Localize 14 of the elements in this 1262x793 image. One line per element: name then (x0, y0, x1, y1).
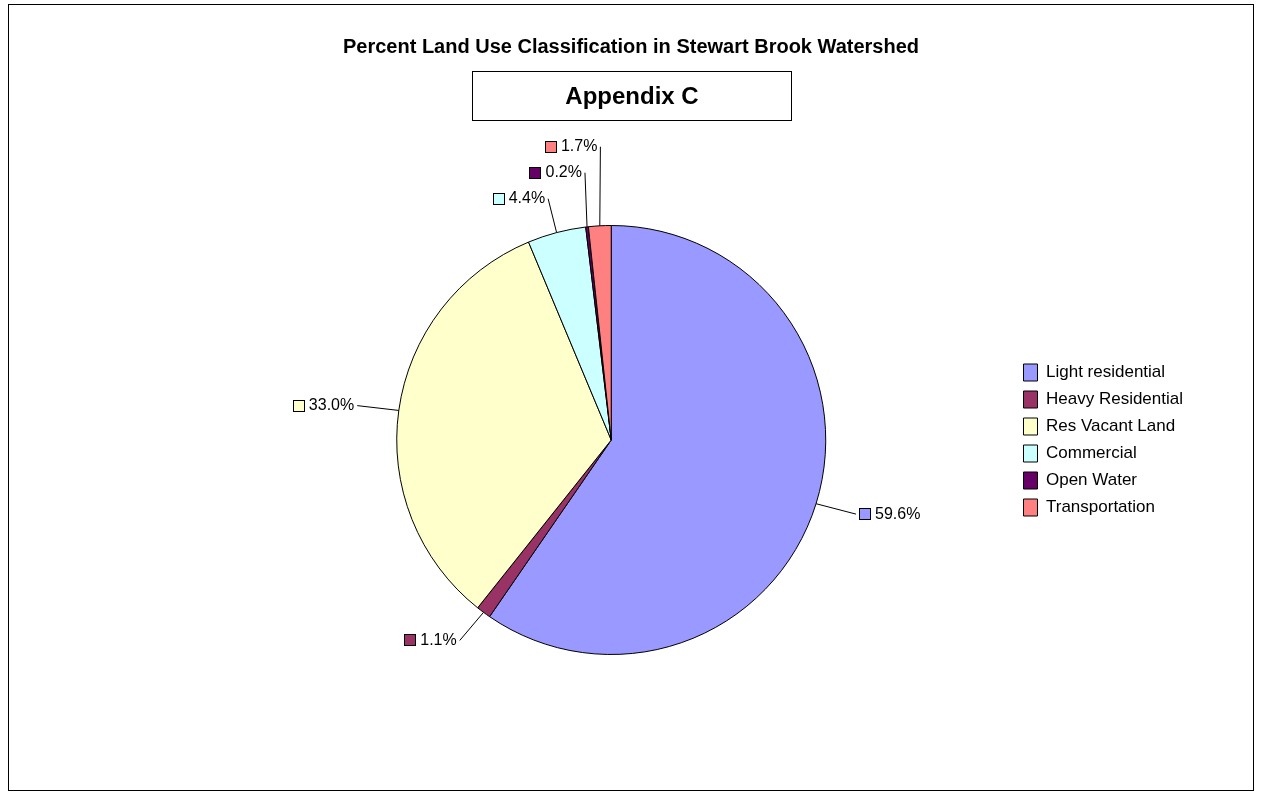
data-label: 59.6% (875, 504, 921, 522)
chart-subtitle: Appendix C (472, 71, 792, 121)
legend-label: Heavy Residential (1045, 389, 1183, 409)
legend-label: Transportation (1045, 497, 1155, 517)
data-label: 1.7% (560, 137, 598, 155)
legend-label: Res Vacant Land (1045, 416, 1176, 436)
data-label: 4.4% (508, 189, 546, 207)
legend-label: Commercial (1045, 443, 1137, 463)
chart-title: Percent Land Use Classification in Stewart Brook Watershed (341, 35, 921, 58)
legend-label: Open Water (1045, 470, 1138, 490)
data-label: 0.2% (545, 163, 582, 181)
legend-label: Light residential (1045, 362, 1166, 382)
data-label: 33.0% (308, 396, 355, 414)
data-label: 1.1% (420, 630, 457, 648)
